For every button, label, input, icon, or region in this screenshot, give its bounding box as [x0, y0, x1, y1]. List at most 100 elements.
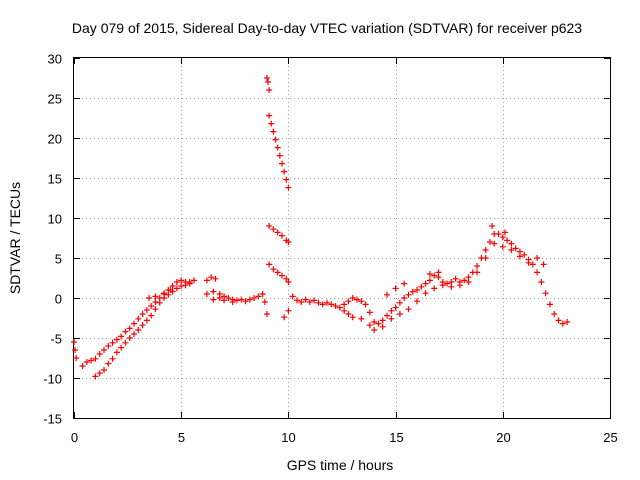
- data-point: [512, 245, 519, 252]
- data-point: [504, 237, 511, 244]
- data-point: [79, 363, 86, 369]
- data-point: [392, 285, 399, 292]
- data-point: [270, 266, 277, 273]
- data-point: [118, 333, 125, 340]
- data-point: [388, 307, 395, 314]
- data-point: [274, 229, 281, 236]
- data-point: [495, 231, 502, 237]
- data-series: [71, 75, 571, 380]
- data-point: [418, 283, 425, 290]
- data-point: [456, 282, 463, 289]
- x-axis-label: GPS time / hours: [287, 457, 394, 473]
- data-point: [72, 347, 79, 353]
- x-tick-label: 25: [603, 430, 617, 445]
- data-point: [167, 287, 174, 293]
- chart-title: Day 079 of 2015, Sidereal Day-to-day VTE…: [72, 20, 582, 36]
- data-point: [431, 285, 438, 292]
- data-point: [161, 290, 168, 297]
- data-point: [272, 136, 279, 143]
- data-point: [293, 297, 300, 304]
- data-point: [281, 314, 288, 321]
- data-point: [379, 317, 386, 324]
- data-point: [221, 297, 228, 304]
- data-point: [448, 283, 455, 290]
- data-point: [358, 315, 365, 322]
- data-point: [101, 347, 108, 353]
- data-point: [422, 280, 429, 287]
- data-point: [266, 87, 273, 93]
- data-point: [229, 299, 236, 305]
- data-point: [534, 269, 541, 276]
- data-point: [139, 311, 146, 317]
- y-tick-label: -5: [50, 332, 62, 347]
- data-point: [306, 299, 313, 305]
- data-point: [143, 317, 150, 324]
- data-point: [96, 351, 103, 357]
- data-point: [336, 304, 343, 311]
- data-point: [212, 275, 219, 282]
- data-point: [96, 370, 103, 377]
- data-point: [285, 279, 292, 285]
- data-point: [358, 298, 365, 305]
- data-point: [401, 295, 408, 301]
- data-point: [379, 323, 386, 330]
- data-point: [405, 306, 412, 313]
- y-axis-label: SDTVAR / TECUs: [7, 182, 23, 294]
- data-point: [173, 279, 180, 285]
- data-point: [233, 297, 240, 304]
- data-point: [426, 271, 433, 277]
- data-point: [242, 298, 249, 305]
- data-point: [105, 360, 112, 367]
- data-point: [169, 283, 176, 289]
- y-tick-label: 30: [48, 52, 62, 67]
- data-point: [482, 247, 489, 253]
- data-point: [109, 355, 116, 362]
- data-point: [109, 339, 116, 346]
- data-point: [122, 328, 129, 335]
- data-point: [540, 261, 547, 268]
- data-point: [191, 277, 198, 284]
- data-point: [371, 327, 378, 333]
- data-point: [431, 272, 438, 279]
- data-point: [298, 299, 305, 305]
- data-point: [263, 75, 270, 81]
- data-point: [534, 255, 541, 261]
- data-point: [362, 301, 369, 308]
- grid: [74, 58, 610, 418]
- data-point: [422, 290, 429, 297]
- data-point: [208, 274, 215, 281]
- data-point: [435, 269, 442, 276]
- data-point: [384, 312, 391, 319]
- x-tick-label: 20: [496, 430, 510, 445]
- data-point: [126, 335, 133, 341]
- data-point: [266, 261, 273, 268]
- data-point: [323, 299, 330, 306]
- data-point: [118, 344, 125, 351]
- data-point: [332, 303, 339, 309]
- data-point: [521, 251, 528, 258]
- data-point: [126, 325, 133, 332]
- data-point: [489, 223, 496, 229]
- data-point: [263, 311, 270, 317]
- data-point: [259, 291, 266, 297]
- x-tick-label: 15: [389, 430, 403, 445]
- data-point: [210, 288, 217, 295]
- data-point: [143, 307, 150, 313]
- data-point: [152, 293, 159, 300]
- y-tick-label: 0: [55, 292, 62, 307]
- data-point: [276, 152, 283, 159]
- data-point: [474, 263, 481, 269]
- plot-frame: [73, 57, 611, 419]
- data-point: [384, 291, 391, 298]
- data-point: [486, 239, 493, 245]
- data-point: [366, 309, 373, 316]
- data-point: [283, 275, 290, 282]
- data-point: [266, 112, 273, 119]
- data-point: [278, 272, 285, 279]
- data-point: [371, 319, 378, 325]
- data-point: [278, 232, 285, 239]
- data-point: [203, 291, 210, 297]
- data-point: [285, 184, 292, 191]
- data-point: [101, 367, 108, 373]
